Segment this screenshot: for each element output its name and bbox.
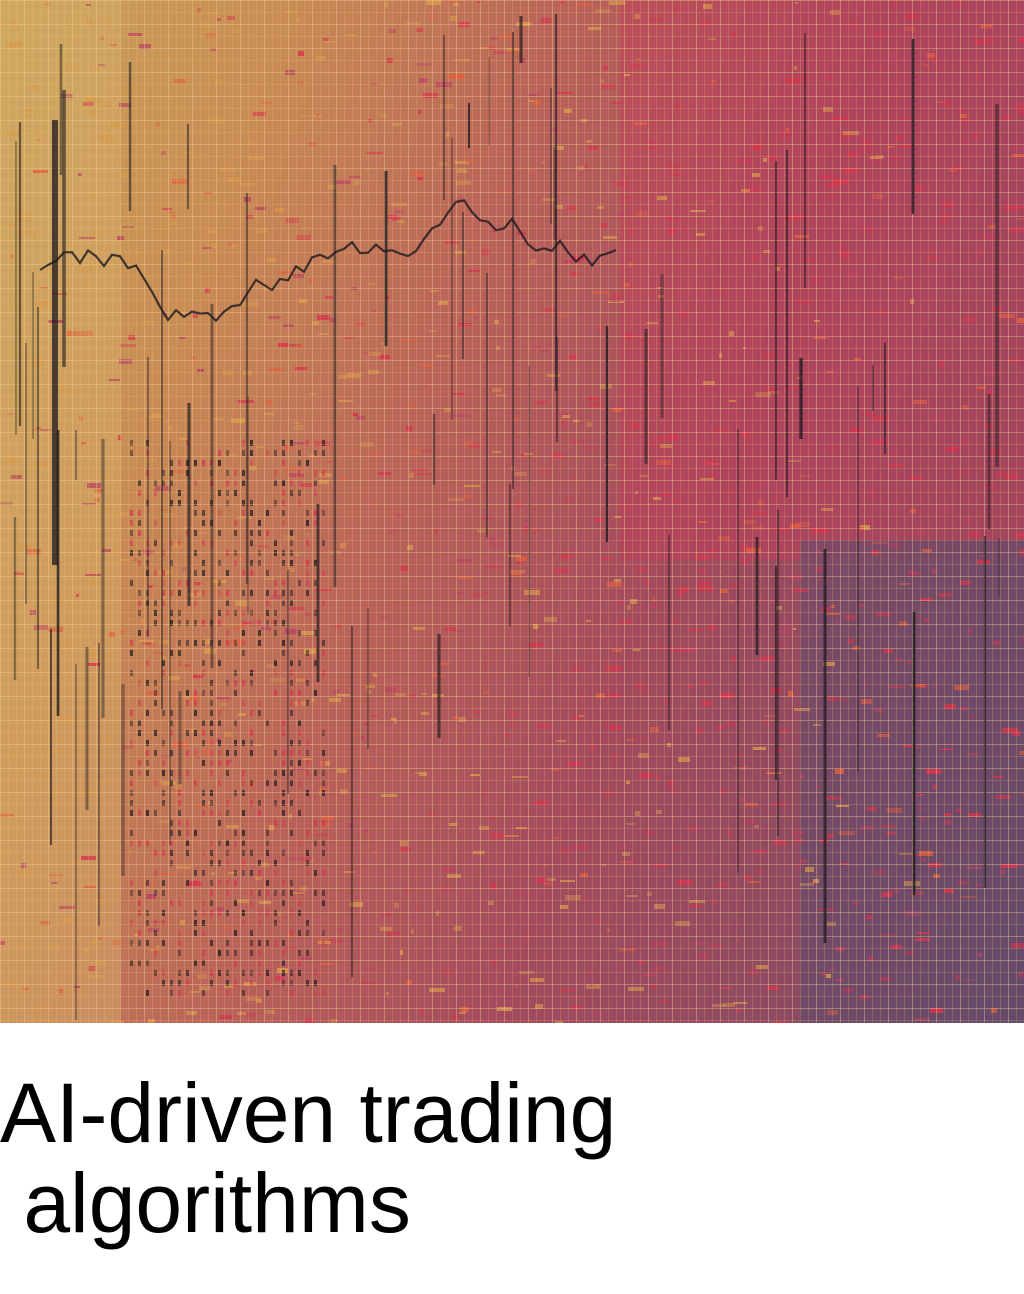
artwork-canvas [0, 0, 1024, 1023]
artwork-image [0, 0, 1024, 1023]
artwork-left-bar [52, 120, 58, 565]
caption-line-2: algorithms [0, 1156, 411, 1250]
caption-line-1: AI-driven trading [0, 1066, 617, 1160]
caption: AI-driven trading algorithms [0, 1068, 1024, 1248]
artwork-chart-lines [13, 14, 1000, 1020]
artwork-price-line [39, 199, 617, 323]
